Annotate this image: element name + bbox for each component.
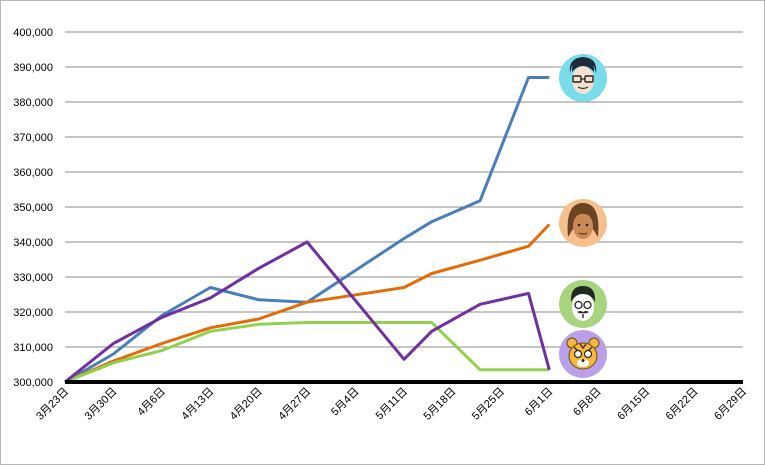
y-tick-label: 300,000 <box>13 377 53 389</box>
y-tick-label: 360,000 <box>13 167 53 179</box>
series-lines <box>64 76 551 384</box>
y-axis-tick-labels: 300,000 310,000 320,000 330,000 340,000 350,0… <box>13 27 53 389</box>
series-line <box>64 76 550 384</box>
series-line <box>64 321 550 384</box>
x-tick-label: 5月4日 <box>329 386 362 419</box>
long-hair-man-avatar-icon <box>559 199 607 247</box>
x-tick-label: 4月27日 <box>276 386 313 423</box>
y-tick-label: 350,000 <box>13 202 53 214</box>
x-tick-label: 4月13日 <box>179 386 216 423</box>
series-line <box>64 223 551 384</box>
x-tick-label: 3月30日 <box>83 386 120 423</box>
y-tick-label: 380,000 <box>13 97 53 109</box>
series-line <box>64 240 551 384</box>
x-tick-label: 6月1日 <box>523 386 556 419</box>
x-tick-label: 5月11日 <box>374 386 410 422</box>
x-tick-label: 6月15日 <box>615 386 652 423</box>
y-tick-label: 370,000 <box>13 132 53 144</box>
gridlines <box>65 31 743 348</box>
x-tick-label: 5月25日 <box>470 386 507 423</box>
series-avatars <box>559 54 607 378</box>
glasses-man-avatar-icon <box>559 54 607 102</box>
x-tick-label: 4月20日 <box>228 386 265 423</box>
x-tick-label: 3月23日 <box>34 386 71 423</box>
y-tick-label: 320,000 <box>13 307 53 319</box>
x-tick-label: 6月22日 <box>664 386 701 423</box>
x-tick-label: 4月6日 <box>135 386 168 419</box>
tiger-avatar-icon <box>559 330 607 378</box>
y-tick-label: 310,000 <box>13 342 53 354</box>
y-tick-label: 340,000 <box>13 237 53 249</box>
x-tick-label: 6月8日 <box>571 386 604 419</box>
x-tick-label: 6月29日 <box>712 386 749 423</box>
x-tick-label: 5月18日 <box>422 386 459 423</box>
y-tick-label: 400,000 <box>13 27 53 39</box>
mustache-man-avatar-icon <box>559 280 607 328</box>
x-axis-tick-labels: 3月23日 3月30日 4月6日 4月13日 4月20日 4月27日 5月4日 5月11日 5月… <box>34 386 749 423</box>
y-tick-label: 390,000 <box>13 62 53 74</box>
y-tick-label: 330,000 <box>13 272 53 284</box>
